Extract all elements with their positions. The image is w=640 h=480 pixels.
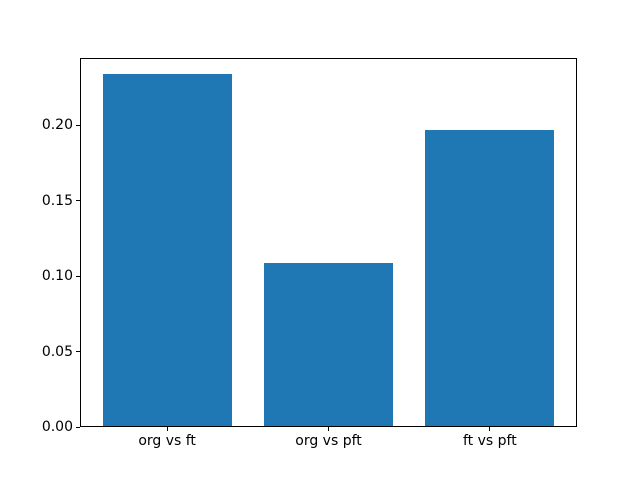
x-tick-mark bbox=[166, 427, 168, 431]
y-tick-mark bbox=[76, 124, 80, 126]
bar bbox=[263, 263, 394, 426]
x-tick-mark bbox=[489, 427, 491, 431]
plot-area bbox=[80, 58, 577, 427]
y-tick-mark bbox=[76, 275, 80, 277]
bar bbox=[425, 130, 555, 426]
y-tick-label: 0.00 bbox=[41, 419, 73, 435]
x-tick-label: org vs pft bbox=[295, 433, 362, 449]
x-tick-label: org vs ft bbox=[138, 433, 196, 449]
y-tick-mark bbox=[76, 426, 80, 428]
y-tick-mark bbox=[76, 351, 80, 353]
y-tick-label: 0.05 bbox=[41, 343, 73, 360]
y-tick-label: 0.20 bbox=[41, 117, 73, 134]
y-tick-mark bbox=[76, 200, 80, 202]
x-tick-mark bbox=[328, 427, 329, 431]
y-tick-label: 0.10 bbox=[41, 268, 73, 285]
y-tick-label: 0.15 bbox=[41, 192, 73, 209]
x-tick-label: ft vs pft bbox=[463, 433, 517, 449]
bar bbox=[102, 74, 232, 426]
